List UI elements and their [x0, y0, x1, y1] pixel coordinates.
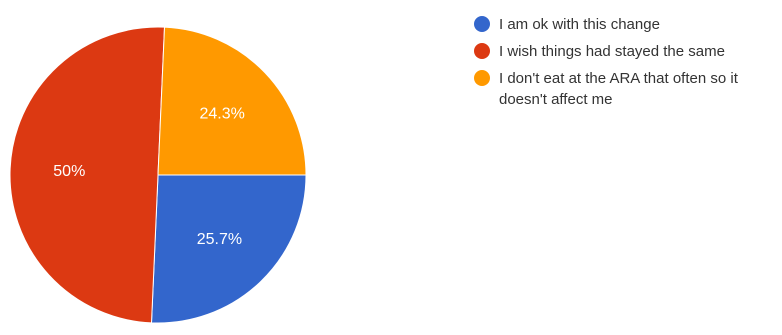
legend-label-stayed-same: I wish things had stayed the same: [499, 43, 725, 60]
pie-slice-ok[interactable]: [150, 174, 307, 324]
slice-label-stayed-same: 50%: [53, 163, 85, 180]
legend-label-not-affected: I don't eat at the ARA that often so it …: [499, 70, 738, 108]
slice-label-ok: 25.7%: [197, 231, 242, 248]
slice-label-not-affected: 24.3%: [199, 106, 244, 123]
legend-item-not-affected[interactable]: I don't eat at the ARA that often so it …: [474, 68, 782, 110]
pie-slice-not-affected[interactable]: [157, 26, 307, 176]
legend-swatch-ok: [474, 16, 490, 32]
pie-slice-stayed-same[interactable]: [9, 26, 166, 324]
legend-item-ok[interactable]: I am ok with this change: [474, 14, 782, 35]
legend-swatch-stayed-same: [474, 43, 490, 59]
legend-item-stayed-same[interactable]: I wish things had stayed the same: [474, 41, 782, 62]
legend: I am ok with this change I wish things h…: [474, 14, 782, 116]
legend-label-ok: I am ok with this change: [499, 16, 660, 33]
legend-swatch-not-affected: [474, 70, 490, 86]
